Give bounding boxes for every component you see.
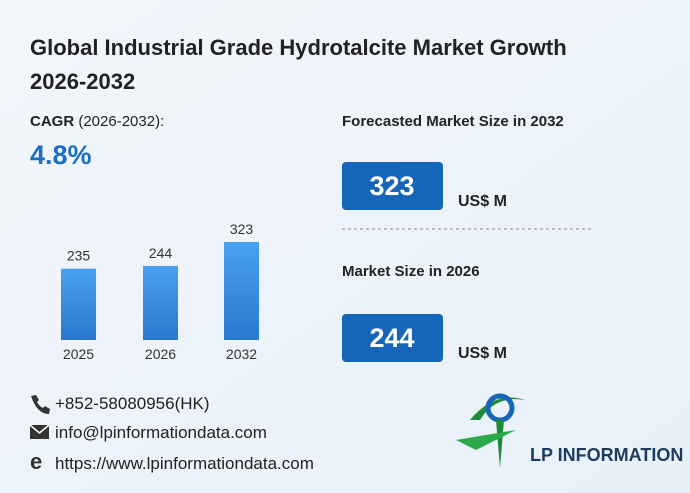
value-label: 235 <box>67 248 91 264</box>
email-icon-flap <box>29 424 50 434</box>
title: Global Industrial Grade Hydrotalcite Mar… <box>30 35 573 94</box>
title-line: 2026-2032 <box>30 69 135 94</box>
current-box <box>342 314 443 362</box>
title-line: Global Industrial Grade Hydrotalcite Mar… <box>30 35 567 60</box>
bar <box>143 265 178 340</box>
forecast-box <box>342 162 443 210</box>
x-tick-label: 2026 <box>145 346 176 362</box>
logo-wing <box>456 430 516 450</box>
website: https://www.lpinformationdata.com <box>55 454 314 473</box>
email: info@lpinformationdata.com <box>55 423 267 442</box>
web-icon: e <box>30 449 42 474</box>
bar <box>224 242 259 340</box>
value-label: 244 <box>149 245 173 261</box>
current-label: Market Size in 2026 <box>342 263 480 280</box>
forecast-unit: US$ M <box>458 193 507 210</box>
phone: +852-58080956(HK) <box>55 394 210 413</box>
cagr-value: 4.8% <box>30 140 92 170</box>
cagr-label: CAGR (2026-2032): <box>30 113 164 130</box>
x-tick-label: 2032 <box>226 346 257 362</box>
value-label: 323 <box>230 221 254 237</box>
forecast-value: 323 <box>369 171 414 201</box>
logo-stem <box>496 420 504 468</box>
x-tick-label: 2025 <box>63 346 94 362</box>
logo-swoosh <box>470 397 525 420</box>
phone-icon <box>31 395 50 414</box>
bar-chart: 235 2025 244 2026 323 2032 <box>61 221 259 362</box>
current-unit: US$ M <box>458 345 507 362</box>
cagr-period: (2026-2032): <box>78 113 164 130</box>
current-value: 244 <box>369 323 414 353</box>
logo-text: LP INFORMATION <box>530 445 683 465</box>
bar <box>61 268 96 340</box>
cagr-name: CAGR <box>30 113 74 130</box>
forecast-label: Forecasted Market Size in 2032 <box>342 113 564 130</box>
logo: LP INFORMATION <box>456 393 683 468</box>
